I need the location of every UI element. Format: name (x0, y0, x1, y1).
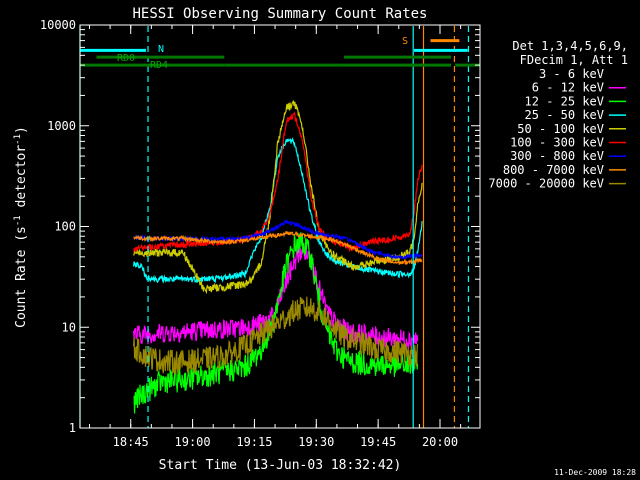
legend-label-6: 300 - 800 keV (510, 149, 604, 163)
y-axis-label-mid: detector (14, 145, 29, 216)
x-axis-label: Start Time (13-Jun-03 18:32:42) (159, 458, 402, 473)
axes-layer: 1 10 100 1000 10000 18:45 19:00 19:15 19:30 19:45… (40, 18, 481, 449)
x-tick-label-4: 19:45 (360, 435, 396, 449)
x-tick-label-1: 19:00 (175, 435, 211, 449)
series-layer (133, 100, 423, 430)
legend-label-1: 6 - 12 keV (532, 81, 604, 95)
y-tick-label-4: 10000 (40, 18, 76, 32)
legend-label-4: 50 - 100 keV (517, 122, 604, 136)
x-tick-label-0: 18:45 (113, 435, 149, 449)
legend-label-3: 25 - 50 keV (525, 108, 604, 122)
chart-title: HESSI Observing Summary Count Rates (132, 6, 427, 22)
annotation-3: S (402, 36, 408, 47)
legend-label-0: 3 - 6 keV (539, 67, 604, 81)
x-tick-label-5: 20:00 (422, 435, 458, 449)
legend-label-7: 800 - 7000 keV (503, 163, 604, 177)
series-line-2 (133, 232, 419, 414)
legend-label-5: 100 - 300 keV (510, 136, 604, 150)
annotation-0: N (158, 44, 164, 55)
y-axis-label-sup2: -1 (13, 134, 23, 145)
y-axis-label-end: ) (14, 126, 29, 134)
x-tick-label-3: 19:30 (298, 435, 334, 449)
series-line-0 (133, 230, 418, 430)
y-tick-label-3: 1000 (47, 119, 76, 133)
footer-date: 11-Dec-2009 18:28 (554, 468, 636, 477)
legend-label-2: 12 - 25 keV (525, 94, 604, 108)
y-tick-label-1: 10 (62, 320, 76, 334)
series-line-7 (133, 230, 423, 266)
y-axis-label-main: Count Rate (s (14, 226, 29, 328)
series-line-8 (133, 296, 419, 376)
y-tick-label-2: 100 (54, 220, 76, 234)
legend-label-8: 7000 - 20000 keV (488, 177, 604, 191)
annotation-1: RD0 (117, 53, 135, 64)
legend-header-2: FDecim 1, Att 1 (520, 53, 628, 67)
series-line-3 (133, 137, 423, 284)
annotation-2: RD4 (150, 60, 168, 71)
series-line-4 (133, 100, 423, 295)
y-axis-label: Count Rate (s-1 detector-1) (13, 126, 29, 328)
y-tick-label-0: 1 (69, 421, 76, 435)
series-line-5 (133, 111, 423, 253)
x-tick-label-2: 19:15 (236, 435, 272, 449)
y-axis-label-sup1: -1 (13, 215, 23, 226)
legend-header-1: Det 1,3,4,5,6,9, (512, 39, 628, 53)
